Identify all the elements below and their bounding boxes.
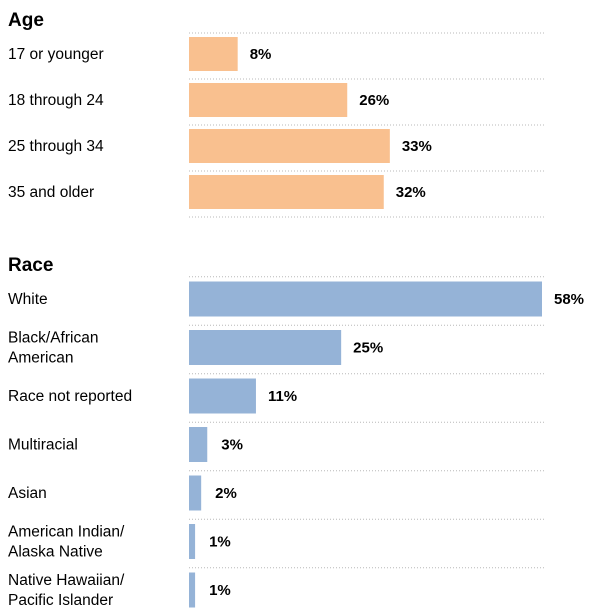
race-category-label: Multiracial xyxy=(8,437,78,454)
age-bar xyxy=(189,175,384,209)
age-bar xyxy=(189,37,238,71)
age-category-label: 35 and older xyxy=(8,184,94,201)
age-value-label: 26% xyxy=(359,92,389,109)
race-value-label: 11% xyxy=(268,388,297,405)
race-bar xyxy=(189,330,342,365)
race-bar xyxy=(189,378,256,414)
race-bar xyxy=(189,281,542,317)
race-value-label: 1% xyxy=(209,582,231,599)
race-category-label: Asian xyxy=(8,485,47,502)
race-bars: White 58% Black/African American 25% Race not… xyxy=(8,276,584,609)
race-value-label: 2% xyxy=(215,485,237,502)
age-bar xyxy=(189,129,390,163)
race-value-label: 3% xyxy=(221,437,243,454)
race-value-label: 1% xyxy=(209,534,231,551)
race-bar xyxy=(189,475,202,511)
race-bar xyxy=(189,572,196,608)
age-value-label: 32% xyxy=(396,184,426,201)
race-bar xyxy=(189,427,208,462)
age-bars: 17 or younger 8% 18 through 24 26% 25 throug… xyxy=(8,32,545,218)
age-value-label: 33% xyxy=(402,138,432,155)
age-value-label: 8% xyxy=(250,46,272,63)
age-category-label: 25 through 34 xyxy=(8,138,104,155)
age-bar xyxy=(189,83,348,117)
race-category-label: Native Hawaiian/Pacific Islander xyxy=(8,572,125,609)
race-category-label: American Indian/Alaska Native xyxy=(8,524,125,561)
race-bar xyxy=(189,524,196,559)
race-section-title: Race xyxy=(8,255,53,276)
race-category-label: Black/African American xyxy=(8,330,98,367)
age-section-title: Age xyxy=(8,10,44,31)
race-category-label: White xyxy=(8,291,48,308)
age-category-label: 18 through 24 xyxy=(8,92,104,109)
age-category-label: 17 or younger xyxy=(8,46,104,63)
race-category-label: Race not reported xyxy=(8,388,132,405)
race-value-label: 58% xyxy=(554,291,584,308)
race-value-label: 25% xyxy=(353,340,383,357)
